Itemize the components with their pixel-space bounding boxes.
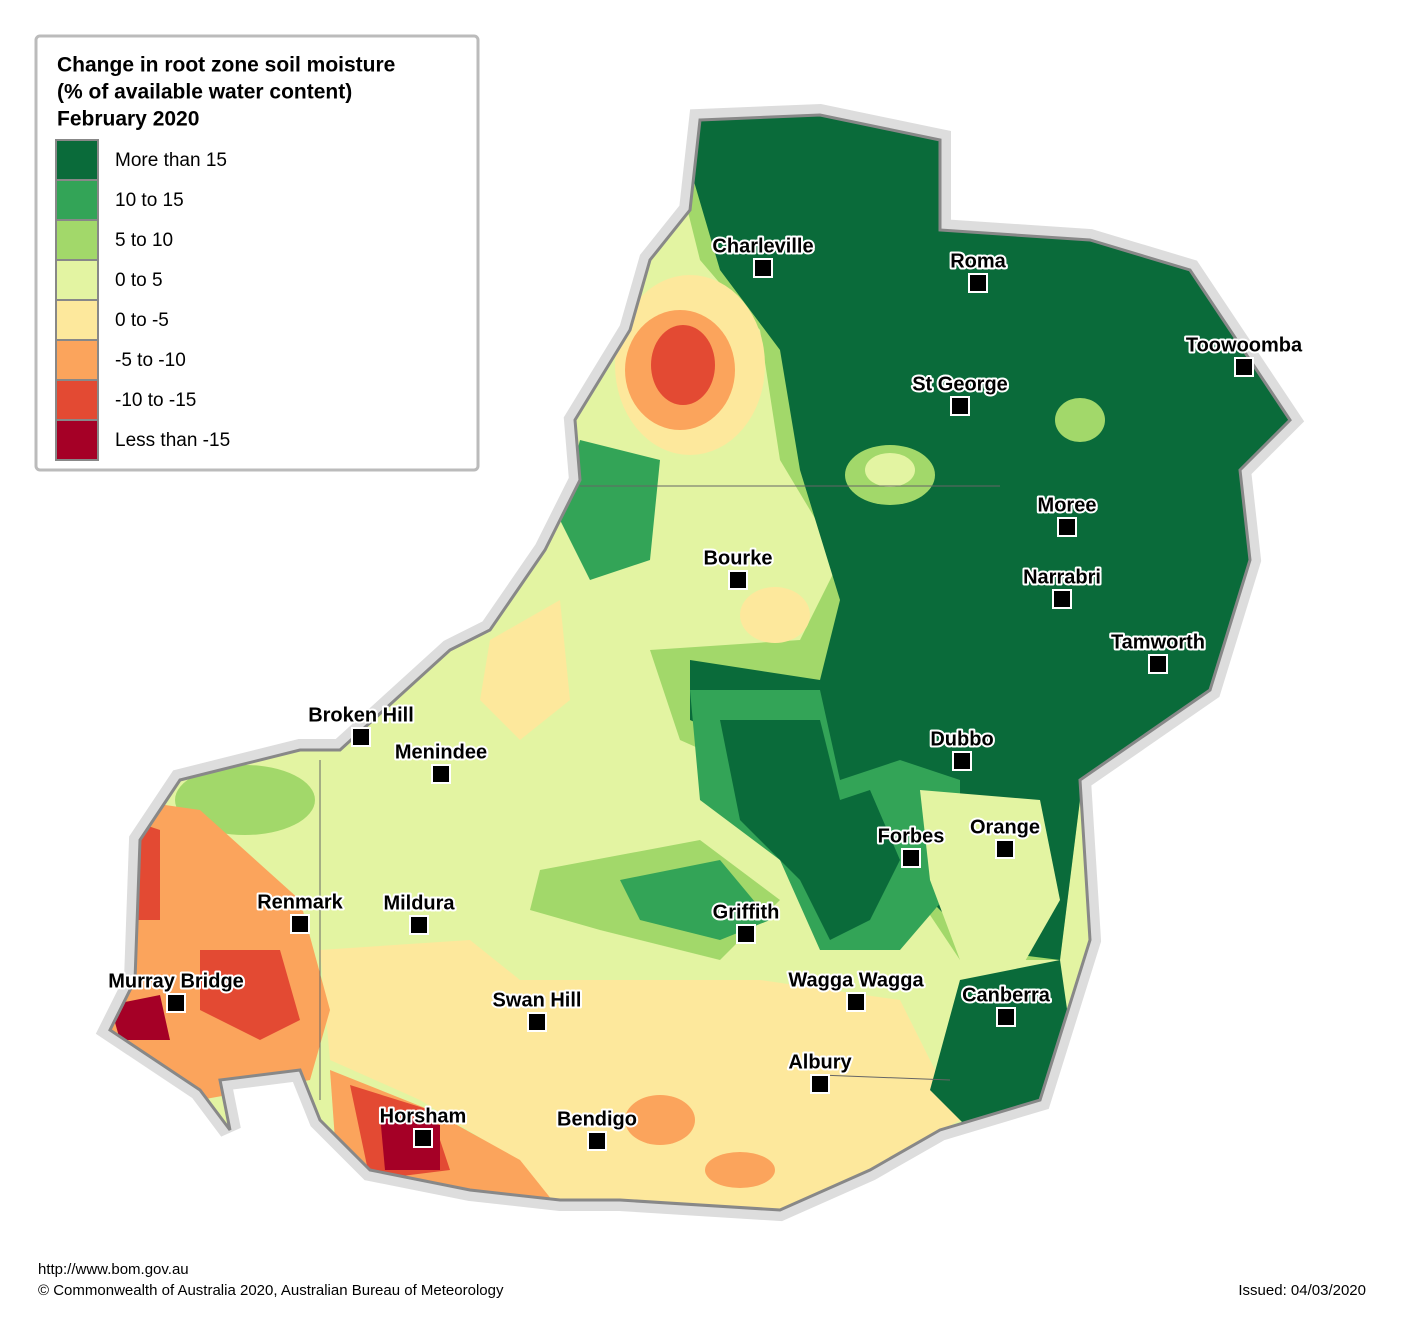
city-label: St George	[912, 373, 1008, 395]
city-label: Albury	[788, 1051, 852, 1073]
city-label: Griffith	[713, 901, 780, 923]
legend-swatch	[55, 179, 99, 221]
city-label: Orange	[970, 816, 1040, 838]
city-marker	[968, 273, 988, 293]
city-label: Moree	[1038, 494, 1097, 516]
city-label: Renmark	[257, 891, 343, 913]
city-marker	[1057, 517, 1077, 537]
city-marker	[1052, 589, 1072, 609]
legend-swatch	[55, 379, 99, 421]
city-label: Murray Bridge	[108, 970, 244, 992]
city-label: Bourke	[704, 547, 773, 569]
city-marker	[527, 1012, 547, 1032]
cities: Charleville Roma Toowoomba St George Moree Na…	[106, 233, 1305, 1151]
city-marker	[952, 751, 972, 771]
city-marker	[753, 258, 773, 278]
legend-label: 10 to 15	[115, 190, 184, 211]
city-label: Tamworth	[1111, 631, 1205, 653]
city-marker	[950, 396, 970, 416]
legend-title: February 2020	[57, 108, 199, 131]
city-marker	[1234, 357, 1254, 377]
city-label: Menindee	[395, 741, 487, 763]
city-label: Toowoomba	[1186, 334, 1303, 356]
city-label: Narrabri	[1023, 566, 1101, 588]
legend-label: 0 to -5	[115, 310, 169, 331]
city-label: Wagga Wagga	[788, 969, 924, 991]
state-borders	[319, 485, 1000, 1100]
city-marker	[166, 993, 186, 1013]
legend-label: 0 to 5	[115, 270, 163, 291]
legend-box	[34, 34, 480, 472]
city-label: Bendigo	[557, 1108, 637, 1130]
city-label: Swan Hill	[493, 989, 582, 1011]
legend-swatch	[55, 339, 99, 381]
city-marker	[810, 1074, 830, 1094]
footer-url: http://www.bom.gov.au	[38, 1261, 189, 1278]
city-label: Broken Hill	[308, 704, 414, 726]
legend-title: (% of available water content)	[57, 81, 352, 104]
city-label: Horsham	[380, 1105, 467, 1127]
legend-label: -10 to -15	[115, 390, 196, 411]
footer-copyright: © Commonwealth of Australia 2020, Austra…	[38, 1282, 504, 1299]
legend-swatch	[55, 419, 99, 461]
city-label: Charleville	[712, 235, 813, 257]
legend-swatch	[55, 299, 99, 341]
city-marker	[351, 727, 371, 747]
legend-label: -5 to -10	[115, 350, 186, 371]
city-marker	[587, 1131, 607, 1151]
city-label: Dubbo	[930, 728, 993, 750]
city-marker	[1148, 654, 1168, 674]
basin-outline	[108, 113, 1292, 1212]
legend-swatch	[55, 219, 99, 261]
city-marker	[413, 1128, 433, 1148]
city-marker	[290, 914, 310, 934]
city-label: Roma	[950, 250, 1006, 272]
city-marker	[736, 924, 756, 944]
city-label: Mildura	[383, 892, 455, 914]
legend-title: Change in root zone soil moisture	[57, 54, 395, 77]
city-marker	[728, 570, 748, 590]
legend: Change in root zone soil moisture (% of a…	[55, 54, 395, 461]
footer-issued: Issued: 04/03/2020	[1238, 1282, 1366, 1299]
city-marker	[996, 1007, 1016, 1027]
legend-swatch	[55, 139, 99, 181]
city-label: Forbes	[878, 825, 945, 847]
city-marker	[995, 839, 1015, 859]
city-marker	[901, 848, 921, 868]
city-label: Canberra	[962, 984, 1051, 1006]
city-marker	[846, 992, 866, 1012]
city-marker	[409, 915, 429, 935]
city-marker	[431, 764, 451, 784]
legend-label: Less than -15	[115, 430, 230, 451]
legend-swatch	[55, 259, 99, 301]
legend-label: 5 to 10	[115, 230, 173, 251]
legend-label: More than 15	[115, 150, 227, 171]
